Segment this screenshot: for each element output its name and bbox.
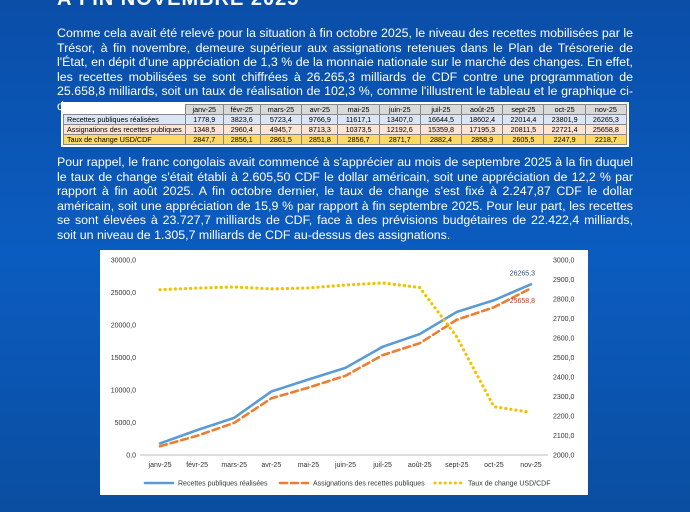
column-header: nov-25 bbox=[584, 104, 628, 115]
table-cell: 10373,5 bbox=[337, 124, 380, 135]
column-header: juil-25 bbox=[419, 104, 463, 115]
legend-label: Assignations des recettes publiques bbox=[313, 481, 425, 488]
table-header-row: janv-25 févr-25 mars-25 avr-25 mai-25 juin-25… bbox=[63, 104, 628, 115]
table-cell: 1778,9 bbox=[184, 114, 224, 125]
table-cell: 4945,7 bbox=[259, 124, 303, 135]
revenue-chart: 0,0 5000,0 10000,0 15000,0 20000,0 25000,0 300… bbox=[100, 250, 588, 495]
column-header: avr-25 bbox=[301, 104, 339, 115]
y-left-tick-label: 0,0 bbox=[126, 453, 136, 460]
table-cell: 11617,1 bbox=[337, 114, 380, 125]
table-cell: 2605,5 bbox=[502, 134, 545, 145]
x-tick-label: sept-25 bbox=[445, 462, 468, 469]
table-cell: 2856,7 bbox=[337, 134, 380, 145]
row-label: Recettes publiques réalisées bbox=[63, 114, 186, 125]
table-cell: 2858,9 bbox=[461, 134, 504, 145]
x-tick-label: mai-25 bbox=[298, 462, 320, 469]
y-right-tick-label: 3000,0 bbox=[553, 258, 575, 265]
table-cell: 3823,6 bbox=[222, 114, 261, 125]
row-label: Assignations des recettes publiques bbox=[63, 124, 186, 135]
table-cell: 2218,7 bbox=[584, 134, 628, 145]
column-header: août-25 bbox=[461, 104, 504, 115]
table-cell: 2847,7 bbox=[184, 134, 224, 145]
table-cell: 2960,4 bbox=[222, 124, 261, 135]
column-header: oct-25 bbox=[543, 104, 586, 115]
y-right-tick-label: 2200,0 bbox=[553, 414, 575, 421]
y-right-tick-label: 2100,0 bbox=[553, 433, 575, 440]
x-tick-label: août-25 bbox=[408, 462, 432, 469]
table-cell: 2861,5 bbox=[259, 134, 303, 145]
table-row: Recettes publiques réalisées 1778,9 3823,6… bbox=[63, 114, 628, 125]
x-tick-label: janv-25 bbox=[148, 462, 172, 469]
column-header: mai-25 bbox=[337, 104, 380, 115]
x-tick-label: oct-25 bbox=[484, 462, 504, 469]
table-cell: 9766,9 bbox=[301, 114, 339, 125]
x-tick-label: nov-25 bbox=[520, 462, 542, 469]
table-cell: 2247,9 bbox=[543, 134, 586, 145]
y-right-tick-label: 2400,0 bbox=[553, 375, 575, 382]
table-cell: 2882,4 bbox=[419, 134, 463, 145]
table-cell: 2871,7 bbox=[378, 134, 421, 145]
table-cell: 26265,3 bbox=[584, 114, 628, 125]
y-left-tick-label: 15000,0 bbox=[111, 355, 136, 362]
table-cell: 15359,8 bbox=[419, 124, 463, 135]
column-header: mars-25 bbox=[259, 104, 303, 115]
y-right-tick-label: 2900,0 bbox=[553, 277, 575, 284]
exchange-rate-paragraph: Pour rappel, le franc congolais avait co… bbox=[57, 155, 633, 242]
table-cell: 22721,4 bbox=[543, 124, 586, 135]
table-cell: 16644,5 bbox=[419, 114, 463, 125]
y-left-tick-label: 25000,0 bbox=[111, 290, 136, 297]
x-tick-label: juin-25 bbox=[334, 462, 356, 469]
table-cell: 8713,3 bbox=[301, 124, 339, 135]
table-cell: 17195,3 bbox=[461, 124, 504, 135]
x-tick-label: avr-25 bbox=[261, 462, 281, 469]
x-tick-label: févr-25 bbox=[186, 462, 208, 469]
column-header: juin-25 bbox=[378, 104, 421, 115]
row-label: Taux de change USD/CDF bbox=[63, 134, 186, 145]
x-tick-label: juil-25 bbox=[372, 462, 392, 469]
y-left-tick-label: 20000,0 bbox=[111, 323, 136, 330]
table-cell: 2856,1 bbox=[222, 134, 261, 145]
chart-svg: 0,0 5000,0 10000,0 15000,0 20000,0 25000,0 300… bbox=[111, 258, 575, 488]
column-header: sept-25 bbox=[502, 104, 545, 115]
table-cell: 18602,4 bbox=[461, 114, 504, 125]
table-cell: 23801,9 bbox=[543, 114, 586, 125]
y-right-tick-label: 2500,0 bbox=[553, 355, 575, 362]
table-cell: 22014,4 bbox=[502, 114, 545, 125]
legend-label: Recettes publiques réalisées bbox=[178, 481, 268, 488]
series-line-3 bbox=[158, 281, 533, 414]
end-data-label: 26265,3 bbox=[510, 270, 535, 277]
table-row: Assignations des recettes publiques 1348,… bbox=[63, 124, 628, 135]
y-right-tick-label: 2000,0 bbox=[553, 453, 575, 460]
series-line-2 bbox=[158, 286, 533, 448]
y-right-tick-label: 2600,0 bbox=[553, 336, 575, 343]
y-left-tick-label: 30000,0 bbox=[111, 258, 136, 265]
table-cell: 25658,8 bbox=[584, 124, 628, 135]
legend-label: Taux de change USD/CDF bbox=[468, 481, 550, 488]
y-right-tick-label: 2300,0 bbox=[553, 394, 575, 401]
x-tick-label: mars-25 bbox=[221, 462, 247, 469]
column-header: janv-25 bbox=[184, 104, 224, 115]
y-left-tick-label: 10000,0 bbox=[111, 388, 136, 395]
page-title: À FIN NOVEMBRE 2025 bbox=[57, 0, 299, 11]
y-left-tick-label: 5000,0 bbox=[115, 420, 137, 427]
series-line-1 bbox=[158, 282, 533, 445]
y-right-tick-label: 2700,0 bbox=[553, 316, 575, 323]
end-data-label: 25658,8 bbox=[510, 298, 535, 305]
table-cell: 20811,5 bbox=[502, 124, 545, 135]
y-right-tick-label: 2800,0 bbox=[553, 297, 575, 304]
table-cell: 2851,8 bbox=[301, 134, 339, 145]
table-cell: 5723,4 bbox=[259, 114, 303, 125]
column-header: févr-25 bbox=[222, 104, 261, 115]
revenue-table: janv-25 févr-25 mars-25 avr-25 mai-25 juin-25… bbox=[61, 102, 629, 147]
intro-paragraph: Comme cela avait été relevé pour la situ… bbox=[57, 26, 633, 113]
table-cell: 12192,6 bbox=[378, 124, 421, 135]
table-cell: 13407,0 bbox=[378, 114, 421, 125]
table-cell: 1348,5 bbox=[184, 124, 224, 135]
table-row: Taux de change USD/CDF 2847,7 2856,1 2861,5… bbox=[63, 134, 628, 145]
